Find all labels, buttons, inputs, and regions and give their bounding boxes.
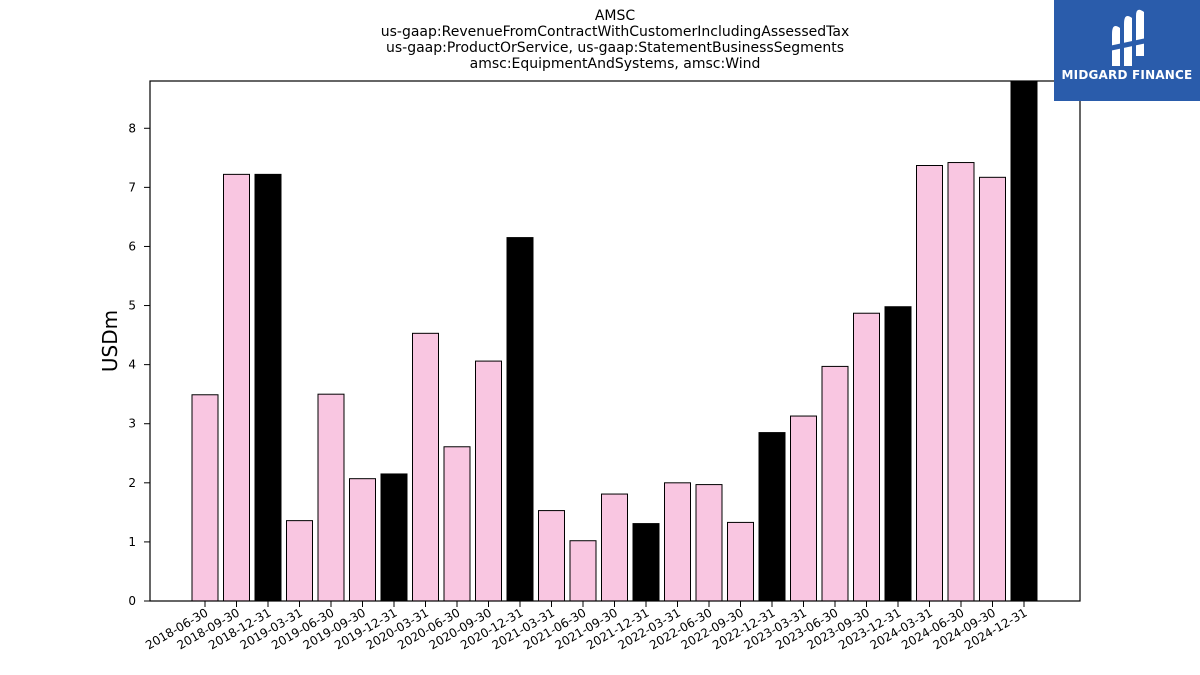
y-tick-label: 4	[128, 358, 136, 372]
bar	[475, 360, 502, 602]
midgard-logo-icon	[1109, 9, 1147, 66]
bar	[979, 176, 1006, 602]
bar	[601, 493, 628, 602]
x-axis-ticks: 2018-06-302018-09-302018-12-312019-03-31…	[143, 601, 1030, 652]
bars-group	[191, 80, 1038, 602]
y-tick-label: 6	[128, 239, 136, 253]
bar	[443, 446, 471, 602]
logo-text: MIDGARD FINANCE	[1061, 68, 1193, 82]
bar	[1010, 80, 1038, 602]
chart-title-line: amsc:EquipmentAndSystems, amsc:Wind	[470, 56, 761, 72]
bar	[191, 394, 219, 602]
y-tick-label: 8	[128, 121, 136, 135]
bar	[884, 306, 912, 602]
bar	[223, 173, 250, 602]
brand-logo: MIDGARD FINANCE	[1054, 0, 1200, 101]
bar	[632, 523, 660, 602]
bar	[853, 312, 880, 602]
bar	[916, 165, 943, 602]
y-tick-label: 1	[128, 535, 136, 549]
bar	[412, 332, 439, 602]
bar	[506, 237, 534, 602]
chart-title-line: AMSC	[595, 8, 636, 24]
y-tick-label: 3	[128, 417, 136, 431]
bar	[286, 520, 313, 602]
chart-title: AMSCus-gaap:RevenueFromContractWithCusto…	[381, 8, 850, 72]
bar	[790, 415, 817, 602]
y-axis-label: USDm	[98, 310, 122, 372]
bar	[380, 473, 408, 602]
chart-title-line: us-gaap:ProductOrService, us-gaap:Statem…	[386, 40, 844, 56]
bar	[349, 478, 376, 602]
y-axis-ticks: 0 1 2 3 4 5 6 7 8	[128, 121, 150, 608]
bar	[695, 484, 723, 602]
bar	[538, 510, 565, 602]
bar	[664, 482, 691, 602]
bar	[254, 173, 282, 602]
y-tick-label: 2	[128, 476, 136, 490]
bar	[821, 365, 849, 602]
bar	[317, 393, 345, 602]
chart-title-line: us-gaap:RevenueFromContractWithCustomerI…	[381, 24, 850, 40]
bar	[569, 540, 597, 602]
bar	[758, 432, 786, 602]
bar	[727, 521, 754, 602]
y-tick-label: 0	[128, 594, 136, 608]
plot-frame	[149, 80, 1081, 602]
y-tick-label: 7	[128, 180, 136, 194]
bar	[947, 162, 975, 602]
y-tick-label: 5	[128, 299, 136, 313]
